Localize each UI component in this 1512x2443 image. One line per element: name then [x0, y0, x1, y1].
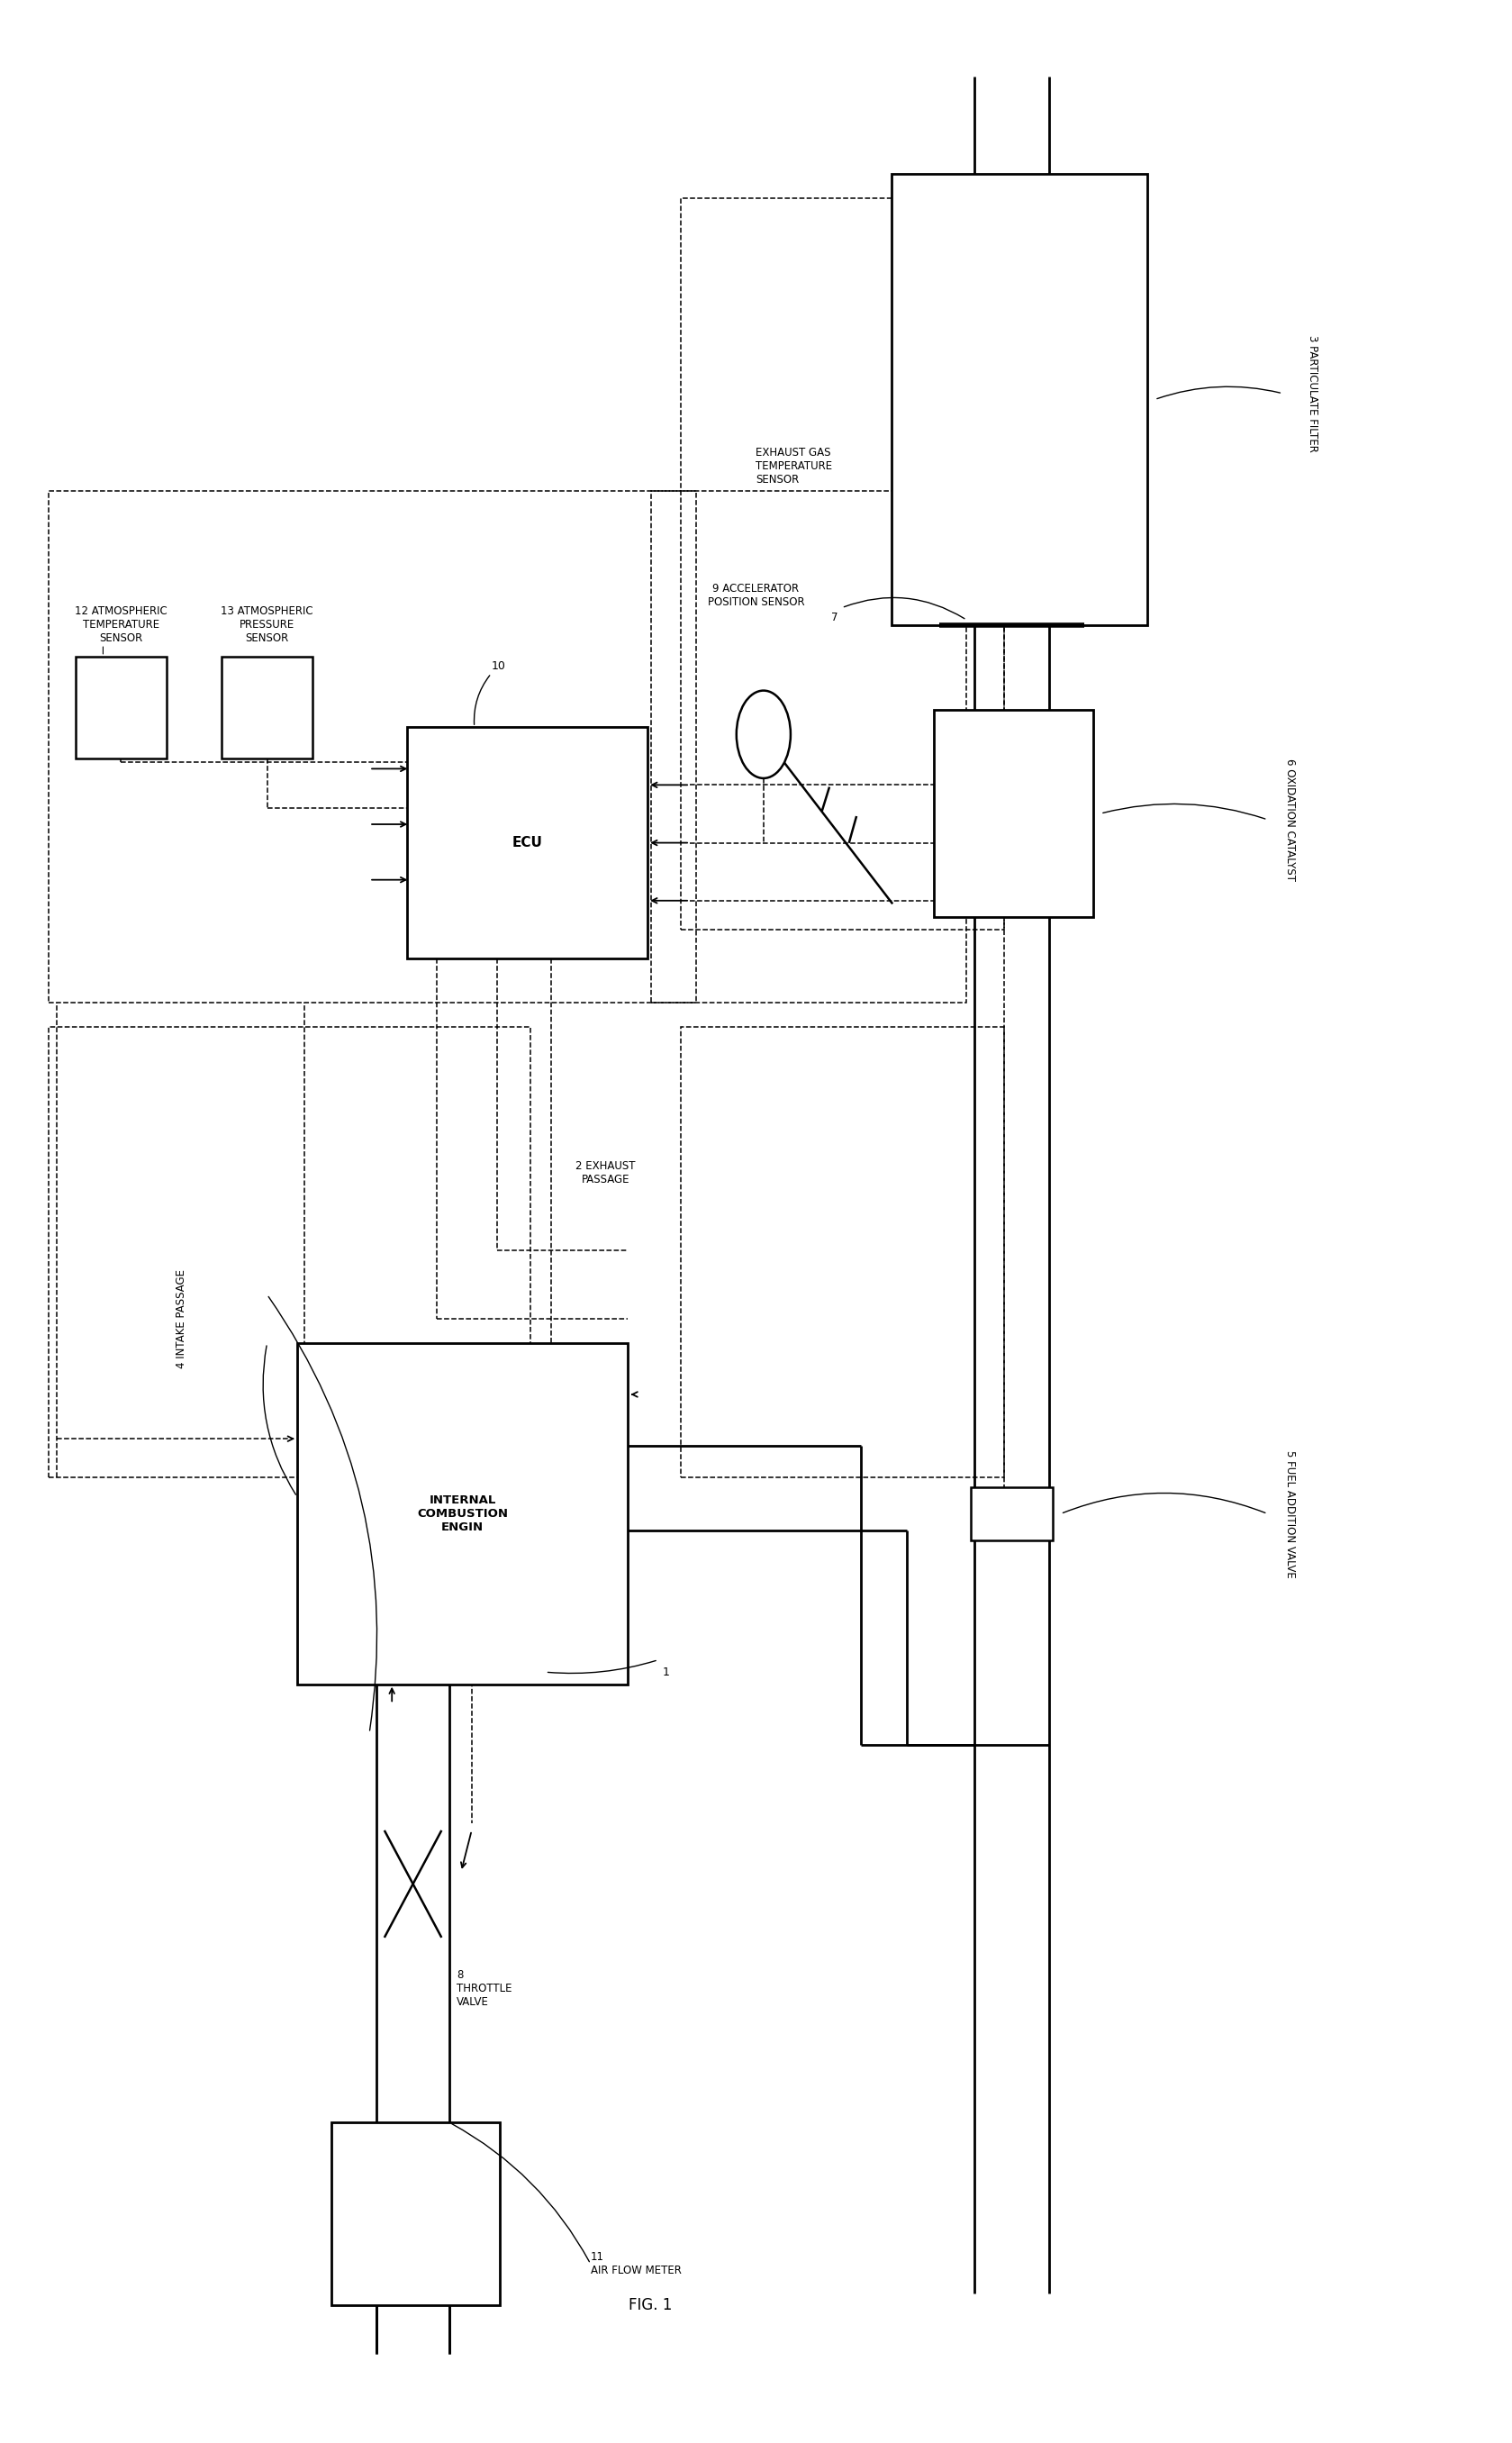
- Bar: [48, 1026, 531, 1478]
- Text: 4 INTAKE PASSAGE: 4 INTAKE PASSAGE: [175, 1270, 187, 1368]
- Bar: [971, 1488, 1054, 1542]
- Text: 3 PARTICULATE FILTER: 3 PARTICULATE FILTER: [1306, 335, 1318, 452]
- Text: 10: 10: [491, 660, 505, 672]
- Text: 13 ATMOSPHERIC
PRESSURE
SENSOR: 13 ATMOSPHERIC PRESSURE SENSOR: [221, 606, 313, 645]
- Bar: [650, 491, 966, 1002]
- Text: 6 OXIDATION CATALYST: 6 OXIDATION CATALYST: [1284, 757, 1296, 882]
- Bar: [76, 657, 166, 760]
- Text: 9 ACCELERATOR
POSITION SENSOR: 9 ACCELERATOR POSITION SENSOR: [708, 581, 804, 608]
- Text: 11
AIR FLOW METER: 11 AIR FLOW METER: [591, 2252, 682, 2277]
- Text: 7: 7: [832, 611, 838, 623]
- Bar: [48, 491, 696, 1002]
- Text: EXHAUST GAS
TEMPERATURE
SENSOR: EXHAUST GAS TEMPERATURE SENSOR: [756, 447, 833, 486]
- Text: FIG. 1: FIG. 1: [629, 2296, 673, 2314]
- Bar: [407, 728, 647, 958]
- Bar: [298, 1344, 627, 1683]
- Text: INTERNAL
COMBUSTION
ENGIN: INTERNAL COMBUSTION ENGIN: [417, 1495, 508, 1534]
- Bar: [680, 198, 1004, 928]
- Bar: [331, 2123, 500, 2306]
- Text: ECU: ECU: [513, 836, 543, 850]
- Text: 1: 1: [662, 1666, 670, 1678]
- Bar: [933, 711, 1093, 916]
- Bar: [680, 1026, 1004, 1478]
- Text: 5 FUEL ADDITION VALVE: 5 FUEL ADDITION VALVE: [1284, 1449, 1296, 1578]
- Text: 8
THROTTLE
VALVE: 8 THROTTLE VALVE: [457, 1969, 513, 2008]
- Text: 12 ATMOSPHERIC
TEMPERATURE
SENSOR: 12 ATMOSPHERIC TEMPERATURE SENSOR: [74, 606, 168, 645]
- Bar: [892, 173, 1148, 625]
- Text: 2 EXHAUST
PASSAGE: 2 EXHAUST PASSAGE: [576, 1160, 635, 1185]
- Bar: [222, 657, 311, 760]
